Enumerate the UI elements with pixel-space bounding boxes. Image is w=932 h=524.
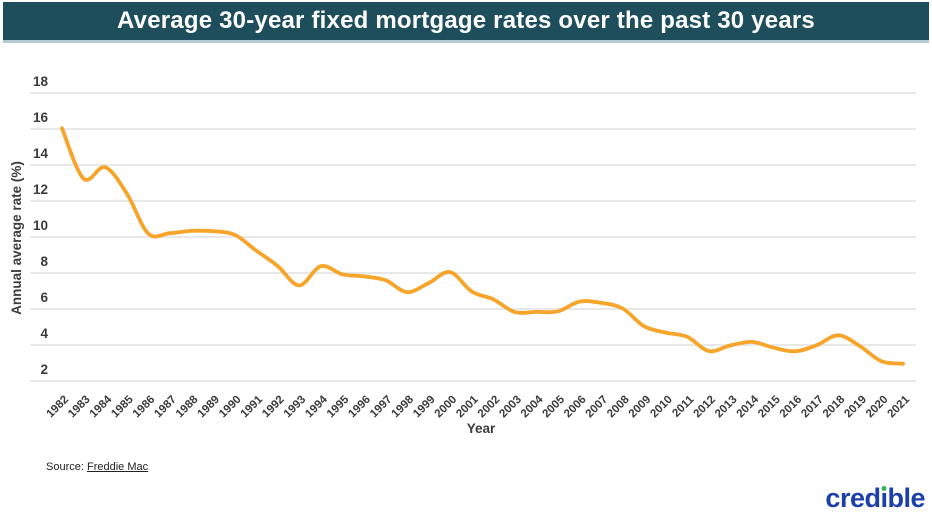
- x-tick-label: 2007: [584, 394, 611, 421]
- x-tick-label: 2004: [519, 393, 546, 420]
- credible-logo: credı ble: [825, 483, 925, 514]
- mortgage-rate-line: [60, 126, 905, 366]
- source-link[interactable]: Freddie Mac: [86, 461, 149, 473]
- x-tick-label: 2018: [821, 393, 848, 420]
- x-tick-label: 2014: [735, 393, 762, 420]
- x-tick-label: 2011: [670, 393, 697, 420]
- y-tick-label: 14: [33, 146, 49, 161]
- x-tick-label: 2020: [864, 394, 891, 421]
- x-tick-label: 1989: [195, 394, 222, 421]
- x-tick-label: 1988: [174, 393, 201, 420]
- y-tick-label: 18: [33, 74, 49, 89]
- x-tick-label: 1991: [239, 393, 266, 420]
- page-title: Average 30-year fixed mortgage rates ove…: [117, 7, 815, 34]
- x-tick-label: 1986: [131, 394, 158, 421]
- brand-text-right: ble: [887, 483, 925, 513]
- x-tick-label: 2017: [799, 394, 826, 421]
- x-tick-label: 2003: [497, 394, 524, 421]
- x-tick-label: 2000: [433, 394, 460, 421]
- x-tick-label: 2008: [605, 393, 632, 420]
- x-tick-label: 2012: [691, 394, 718, 421]
- x-tick-label: 1983: [66, 394, 93, 421]
- title-bar: Average 30-year fixed mortgage rates ove…: [3, 2, 929, 43]
- x-tick-label: 2016: [778, 394, 805, 421]
- y-tick-label: 6: [40, 290, 48, 305]
- x-tick-label: 2019: [842, 394, 869, 421]
- x-tick-label: 1982: [45, 394, 72, 421]
- x-tick-label: 2021: [886, 393, 913, 420]
- x-axis-title: Year: [467, 421, 496, 436]
- x-tick-label: 2005: [541, 393, 568, 420]
- source-line: Source: Freddie Mac: [46, 461, 148, 473]
- x-tick-label: 1999: [411, 394, 438, 421]
- x-tick-label: 2009: [627, 394, 654, 421]
- x-tick-label: 2010: [648, 394, 675, 421]
- x-tick-label: 2002: [476, 394, 503, 421]
- x-tick-label: 2015: [756, 393, 783, 420]
- y-tick-label: 16: [33, 110, 49, 125]
- source-prefix: Source:: [46, 461, 84, 473]
- y-tick-label: 10: [33, 218, 48, 233]
- x-tick-label: 1985: [109, 393, 136, 420]
- y-tick-label: 4: [40, 326, 48, 341]
- x-tick-label: 2001: [454, 393, 481, 420]
- y-tick-label: 12: [33, 182, 48, 197]
- brand-letter-i: ı: [880, 483, 888, 513]
- x-tick-label: 1993: [282, 394, 309, 421]
- x-tick-label: 1996: [346, 394, 373, 421]
- y-tick-label: 8: [40, 254, 48, 269]
- x-tick-label: 1998: [390, 393, 417, 420]
- x-tick-label: 2006: [562, 394, 589, 421]
- y-tick-label: 2: [40, 362, 48, 377]
- x-tick-label: 2013: [713, 394, 740, 421]
- x-tick-label: 1987: [152, 394, 179, 421]
- x-tick-label: 1984: [88, 393, 115, 420]
- x-tick-label: 1995: [325, 393, 352, 420]
- x-tick-label: 1990: [217, 394, 244, 421]
- x-tick-label: 1997: [368, 394, 395, 421]
- credible-i-dot-icon: [881, 486, 887, 491]
- brand-text-left: cred: [825, 483, 881, 513]
- y-axis-title: Annual average rate (%): [9, 161, 24, 315]
- x-tick-label: 1994: [303, 393, 330, 420]
- x-tick-label: 1992: [260, 394, 287, 421]
